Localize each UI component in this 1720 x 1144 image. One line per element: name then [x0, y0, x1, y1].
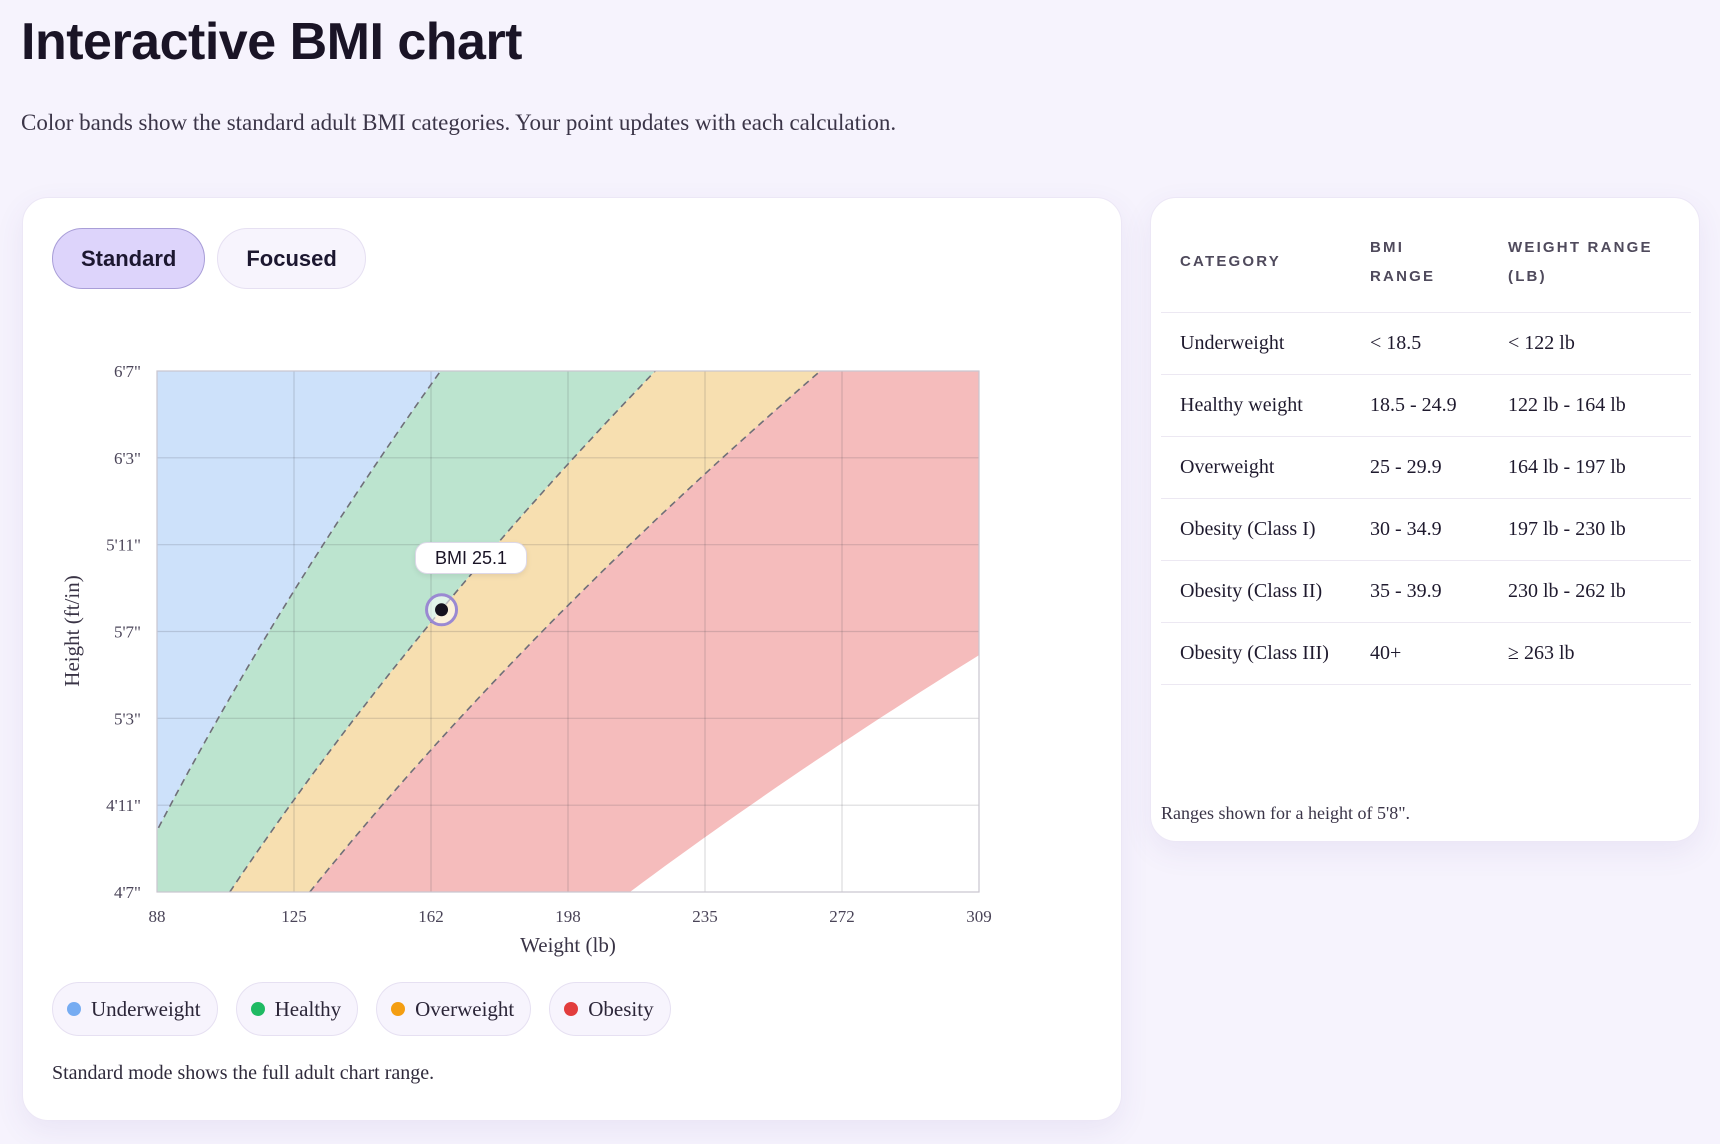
header-bmi-line1: BMI — [1370, 238, 1405, 256]
y-tick-label: 4'7" — [114, 883, 141, 902]
row-bmi-range: < 18.5 — [1351, 312, 1489, 375]
page-title: Interactive BMI chart — [21, 13, 523, 71]
legend-healthy[interactable]: Healthy — [235, 982, 359, 1036]
standard-mode-button[interactable]: Standard — [52, 228, 206, 289]
table-row: Underweight < 18.5 < 122 lb — [1161, 312, 1691, 375]
bmi-tooltip-value: 25.1 — [471, 547, 508, 568]
x-axis-title: Weight (lb) — [520, 933, 616, 957]
table-note: Ranges shown for a height of 5'8". — [1161, 803, 1411, 823]
legend-obesity[interactable]: Obesity — [549, 982, 671, 1036]
category-table-card: CATEGORY BMI RANGE WEIGHT RANGE (LB) Under… — [1150, 197, 1700, 842]
chart-grid — [157, 371, 979, 892]
band-healthy — [157, 371, 656, 892]
table-header-row: CATEGORY BMI RANGE WEIGHT RANGE (LB) — [1161, 212, 1691, 313]
x-tick-label: 198 — [555, 907, 581, 926]
band-underweight — [157, 371, 441, 831]
legend-label: Healthy — [274, 996, 342, 1021]
row-weight-range: < 122 lb — [1489, 312, 1691, 375]
table-row: Healthy weight 18.5 - 24.9 122 lb - 164 … — [1161, 374, 1691, 437]
x-tick-label: 272 — [829, 907, 855, 926]
header-bmi-line2: RANGE — [1370, 267, 1436, 285]
row-bmi-range: 18.5 - 24.9 — [1351, 374, 1489, 437]
legend-dot — [391, 1002, 406, 1016]
row-bmi-range: 40+ — [1351, 622, 1489, 685]
table-row: Overweight 25 - 29.9 164 lb - 197 lb — [1161, 436, 1691, 499]
focused-mode-button[interactable]: Focused — [217, 228, 366, 289]
row-category: Healthy weight — [1161, 374, 1351, 437]
row-bmi-range: 35 - 39.9 — [1351, 560, 1489, 623]
y-tick-label: 5'3" — [114, 709, 141, 728]
x-tick-label: 88 — [149, 907, 166, 926]
bmi-boundaries — [157, 371, 821, 892]
row-category: Underweight — [1161, 312, 1351, 375]
chart-note: Standard mode shows the full adult chart… — [52, 1062, 435, 1084]
row-weight-range: 164 lb - 197 lb — [1489, 436, 1691, 499]
user-point[interactable] — [425, 593, 459, 627]
x-axis-ticks: 88 125 162 198 235 272 309 — [149, 907, 992, 926]
boundary-bmi-18-5 — [157, 371, 442, 833]
row-weight-range: 122 lb - 164 lb — [1489, 374, 1691, 437]
bmi-category-table: CATEGORY BMI RANGE WEIGHT RANGE (LB) Under… — [1161, 212, 1691, 685]
legend-label: Overweight — [415, 996, 515, 1021]
bmi-bands — [157, 371, 979, 892]
boundary-bmi-30 — [309, 371, 821, 892]
bmi-tooltip-label: BMI — [434, 547, 467, 568]
table-row: Obesity (Class II) 35 - 39.9 230 lb - 26… — [1161, 560, 1691, 623]
bmi-chart[interactable]: 88 125 162 198 235 272 309 6'7" 6'3" 5'11" 5'7" 5'… — [23, 198, 1123, 978]
legend-label: Underweight — [91, 996, 201, 1021]
mode-toggle: Standard Focused — [52, 228, 366, 289]
page-subtitle: Color bands show the standard adult BMI … — [21, 110, 897, 135]
row-bmi-range: 25 - 29.9 — [1351, 436, 1489, 499]
y-tick-label: 6'3" — [114, 449, 141, 468]
chart-legend: Underweight Healthy Overweight Obesity — [52, 982, 671, 1036]
x-tick-label: 125 — [281, 907, 307, 926]
header-weight-range: WEIGHT RANGE (LB) — [1489, 212, 1691, 313]
legend-underweight[interactable]: Underweight — [52, 982, 218, 1036]
band-obesity — [309, 371, 979, 892]
chart-card: Standard Focused 88 125 162 198 235 272 309 6'… — [22, 197, 1122, 1121]
y-tick-label: 5'11" — [106, 536, 141, 555]
header-category: CATEGORY — [1161, 212, 1351, 313]
header-bmi-range: BMI RANGE — [1351, 212, 1489, 313]
user-point-dot — [435, 603, 449, 617]
table-row: Obesity (Class III) 40+ ≥ 263 lb — [1161, 622, 1691, 685]
row-category: Obesity (Class II) — [1161, 560, 1351, 623]
y-tick-label: 4'11" — [106, 796, 141, 815]
table-row: Obesity (Class I) 30 - 34.9 197 lb - 230… — [1161, 498, 1691, 561]
header-weight-line2: (LB) — [1508, 267, 1547, 285]
y-axis-ticks: 6'7" 6'3" 5'11" 5'7" 5'3" 4'11" 4'7" — [106, 362, 141, 902]
row-weight-range: 230 lb - 262 lb — [1489, 560, 1691, 623]
header-weight-line1: WEIGHT RANGE — [1508, 238, 1653, 256]
row-weight-range: ≥ 263 lb — [1489, 622, 1691, 685]
row-category: Obesity (Class III) — [1161, 622, 1351, 685]
row-category: Overweight — [1161, 436, 1351, 499]
boundary-bmi-25 — [229, 371, 656, 892]
row-weight-range: 197 lb - 230 lb — [1489, 498, 1691, 561]
plot-frame — [156, 370, 980, 893]
row-category: Obesity (Class I) — [1161, 498, 1351, 561]
row-bmi-range: 30 - 34.9 — [1351, 498, 1489, 561]
legend-dot — [250, 1002, 265, 1016]
y-tick-label: 6'7" — [114, 362, 141, 381]
legend-dot — [564, 1002, 579, 1016]
x-tick-label: 309 — [966, 907, 992, 926]
legend-dot — [67, 1002, 81, 1016]
legend-label: Obesity — [588, 996, 654, 1021]
bmi-tooltip: BMI 25.1 — [415, 542, 527, 574]
x-tick-label: 235 — [692, 907, 718, 926]
band-overweight — [229, 371, 821, 892]
y-tick-label: 5'7" — [114, 623, 141, 642]
legend-overweight[interactable]: Overweight — [376, 982, 532, 1036]
x-tick-label: 162 — [418, 907, 444, 926]
y-axis-title: Height (ft/in) — [60, 575, 84, 686]
